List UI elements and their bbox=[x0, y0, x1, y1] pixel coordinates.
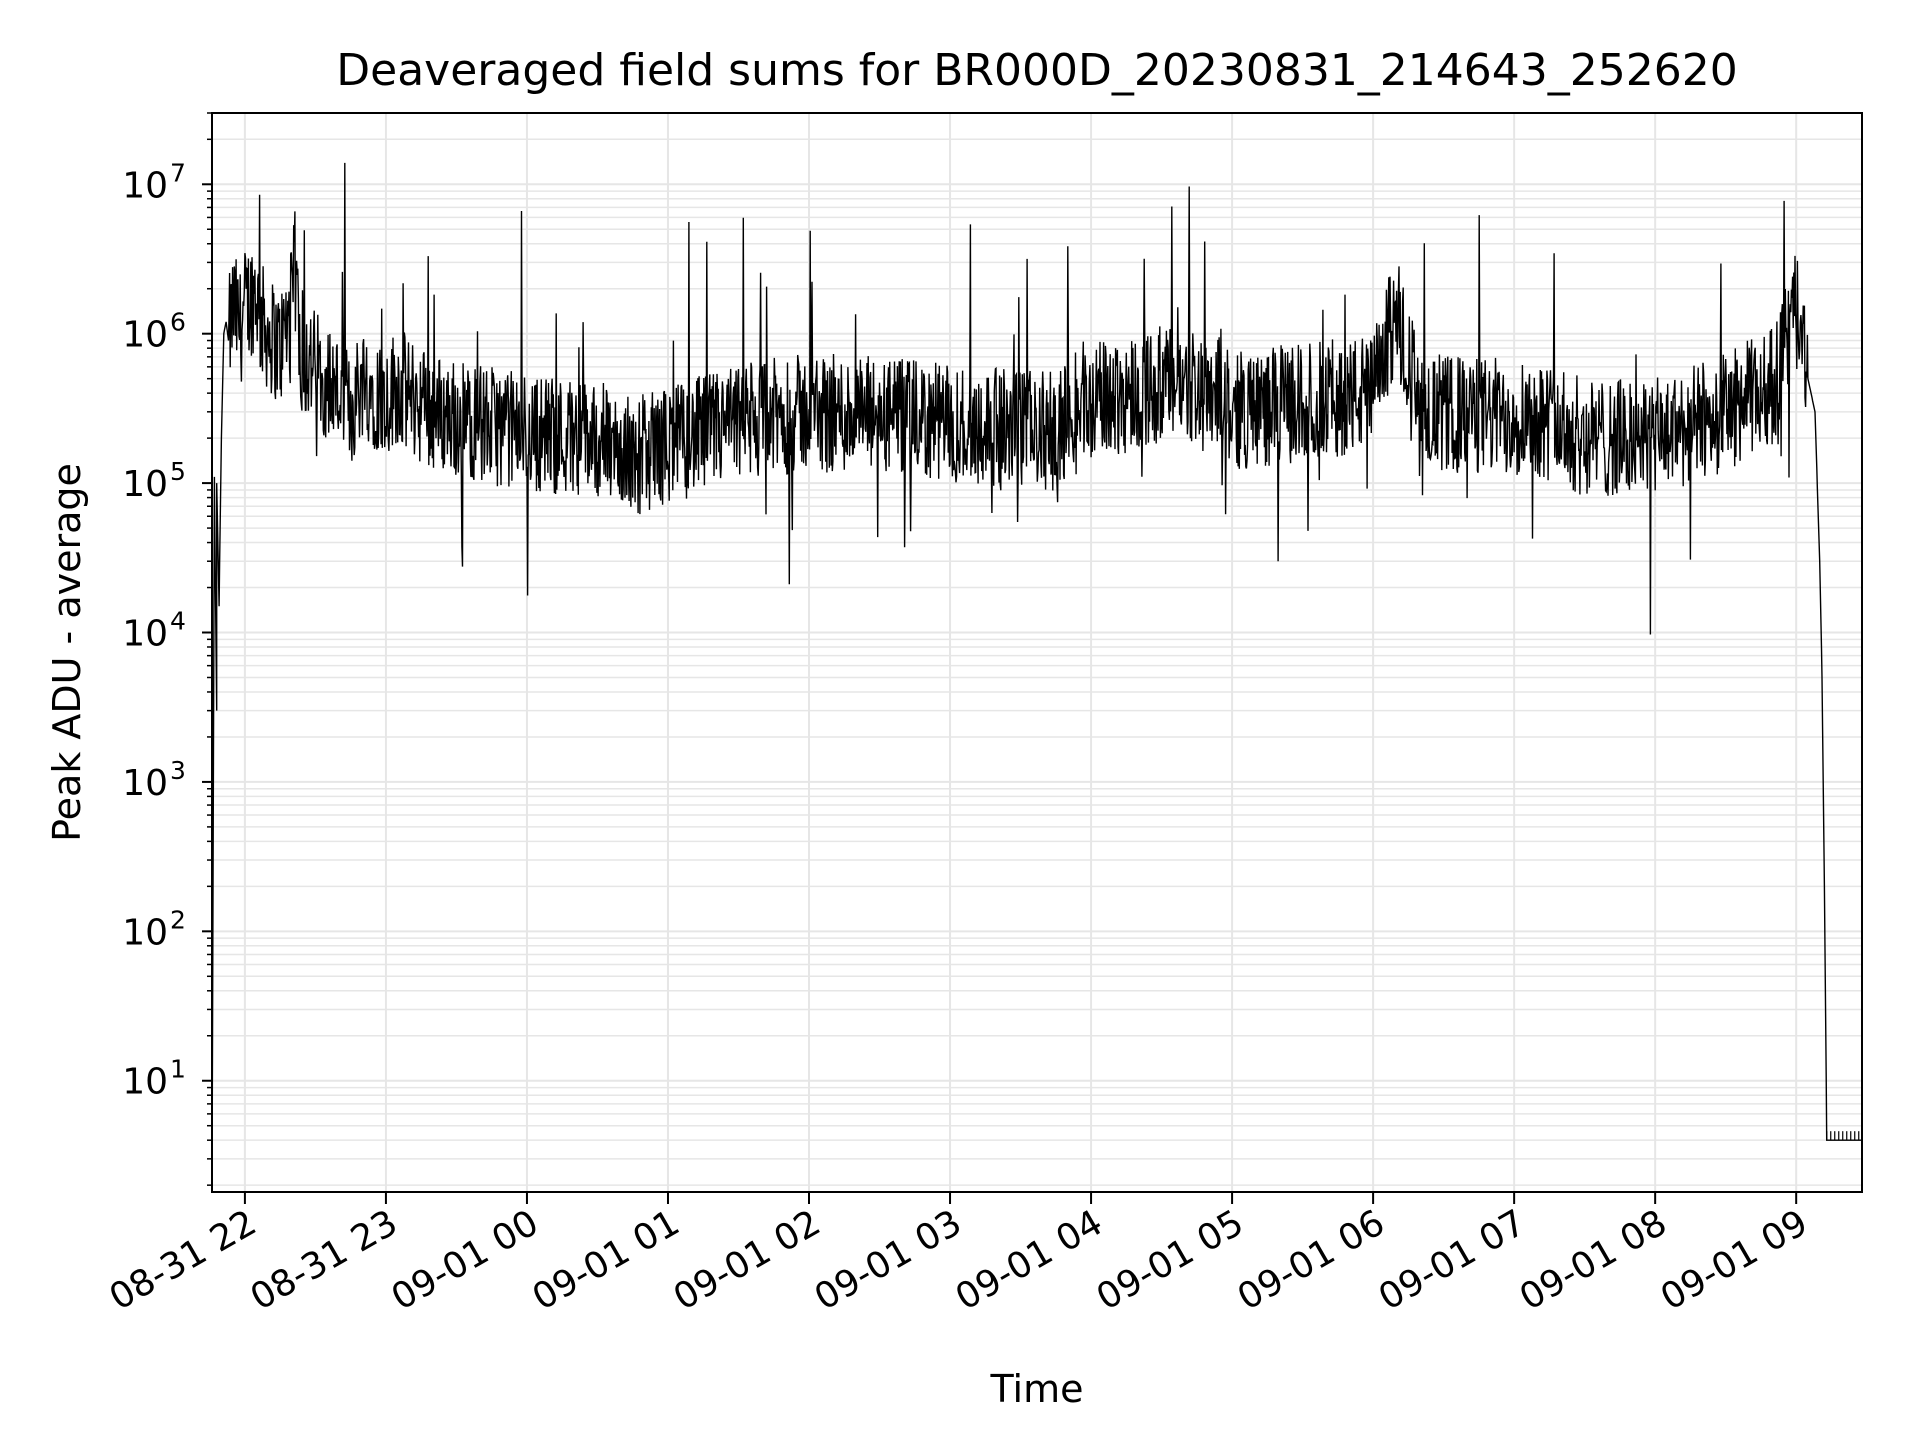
y-tick-base: 10 bbox=[122, 315, 168, 356]
y-axis-label: Peak ADU - average bbox=[45, 463, 89, 842]
y-tick-base: 10 bbox=[122, 464, 168, 505]
series-line bbox=[211, 162, 1862, 1193]
x-axis-label: Time bbox=[990, 1367, 1084, 1411]
y-tick-base: 10 bbox=[122, 614, 168, 655]
y-tick-exponent: 7 bbox=[170, 158, 186, 187]
y-tick-exponent: 2 bbox=[170, 905, 186, 934]
y-tick-label: 10 bbox=[122, 1062, 168, 1103]
y-tick-base: 10 bbox=[122, 1062, 168, 1103]
y-tick-label: 10 bbox=[122, 464, 168, 505]
plot-area-frame bbox=[211, 112, 1863, 1193]
chart-title: Deaveraged field sums for BR000D_2023083… bbox=[336, 45, 1738, 96]
series-layer bbox=[211, 162, 1862, 1193]
y-tick-label: 10 bbox=[122, 614, 168, 655]
y-tick-exponent: 3 bbox=[170, 756, 186, 785]
y-tick-base: 10 bbox=[122, 165, 168, 206]
y-tick-exponent: 4 bbox=[170, 607, 186, 636]
y-tick-base: 10 bbox=[122, 763, 168, 804]
y-tick-exponent: 1 bbox=[170, 1055, 186, 1084]
y-tick-exponent: 6 bbox=[170, 308, 186, 337]
y-tick-label: 10 bbox=[122, 315, 168, 356]
major-grid bbox=[212, 113, 1862, 1192]
y-tick-base: 10 bbox=[122, 912, 168, 953]
y-tick-label: 10 bbox=[122, 763, 168, 804]
y-tick-label: 10 bbox=[122, 912, 168, 953]
y-tick-exponent: 5 bbox=[170, 457, 186, 486]
y-tick-label: 10 bbox=[122, 165, 168, 206]
